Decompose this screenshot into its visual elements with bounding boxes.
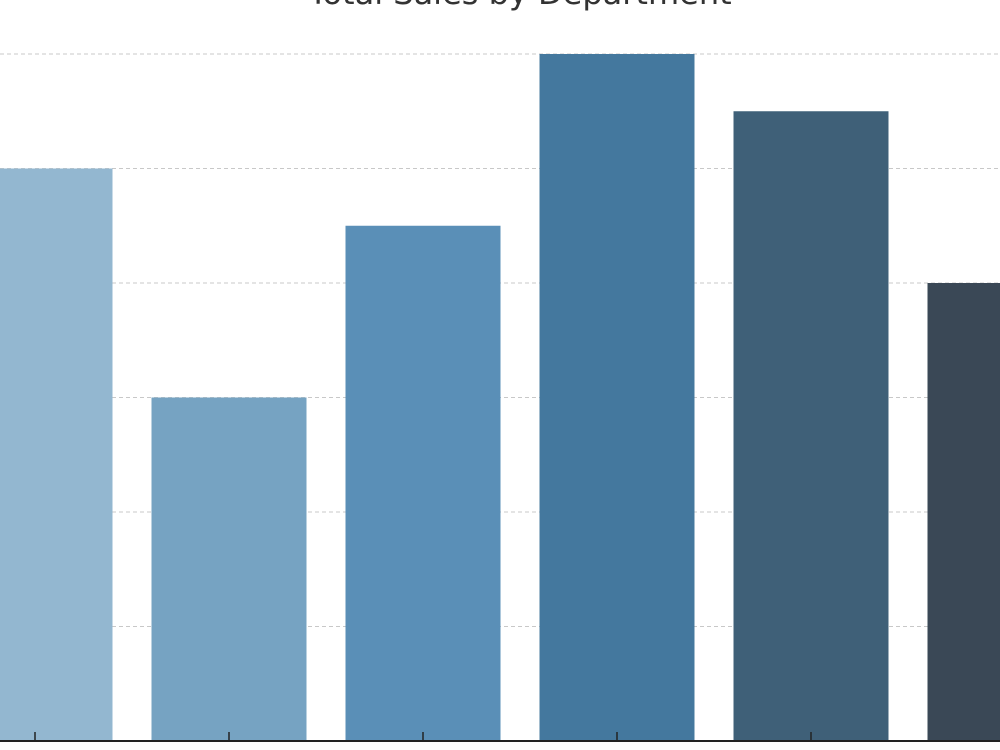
bar <box>151 397 307 741</box>
bar <box>345 225 501 741</box>
bar <box>733 111 889 741</box>
bar <box>539 54 695 741</box>
bar <box>927 283 1000 741</box>
chart-title: Total Sales by Department <box>307 0 731 12</box>
bar <box>0 168 113 741</box>
